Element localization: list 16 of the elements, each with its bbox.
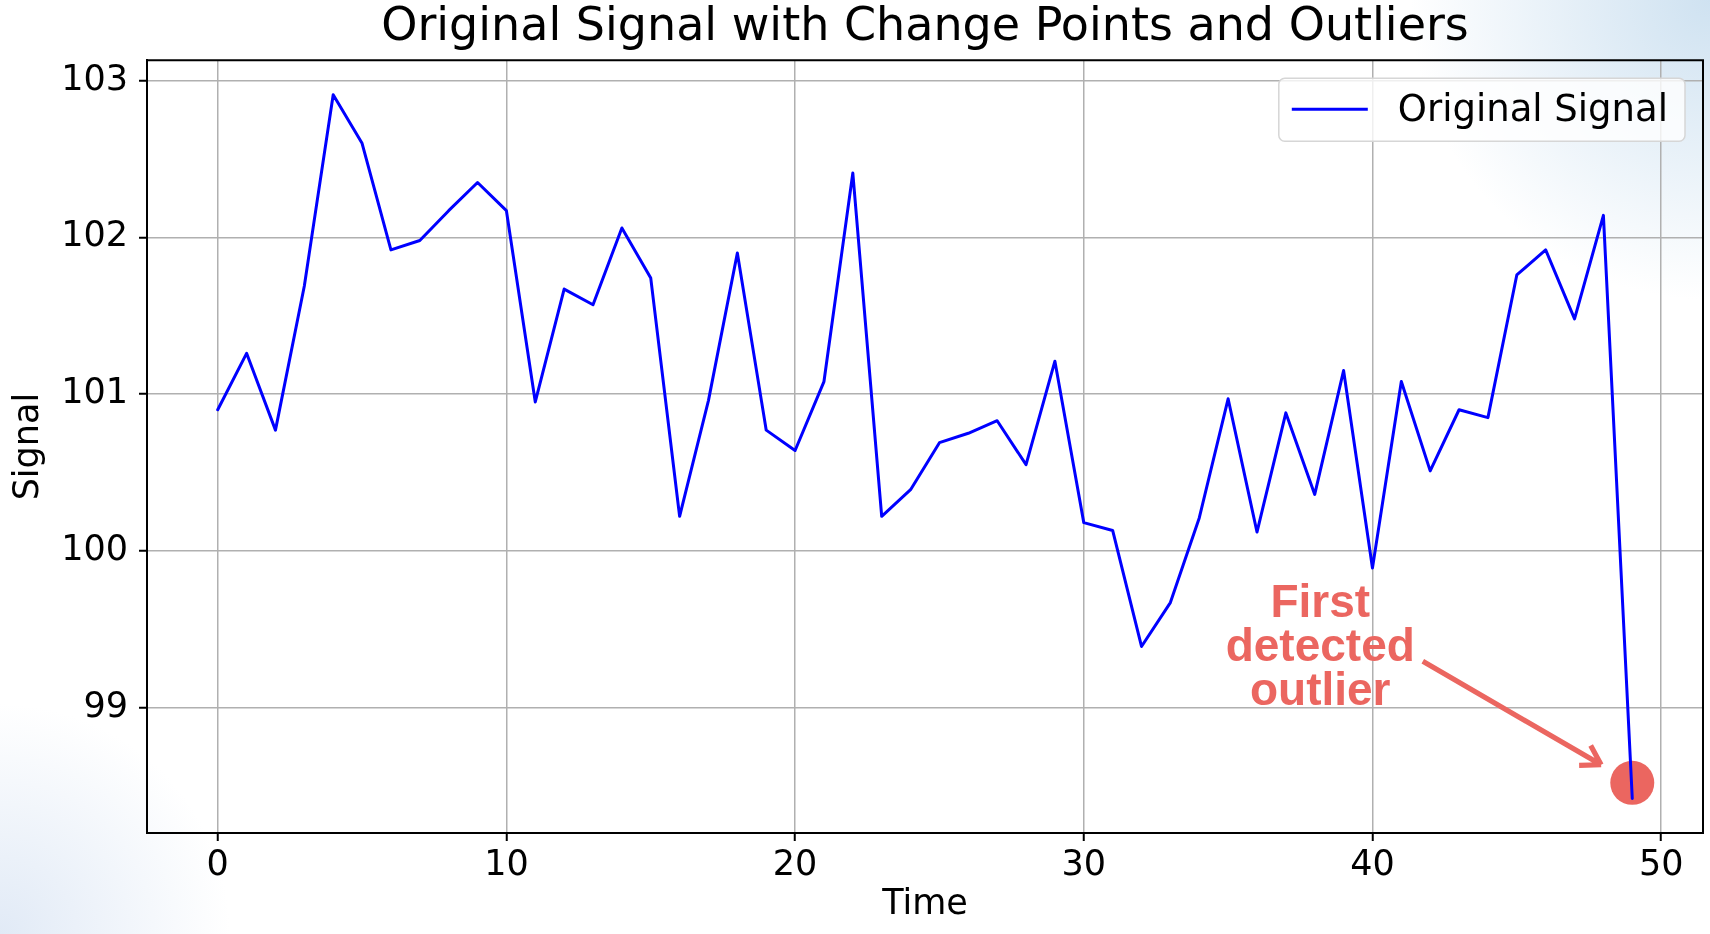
x-tick-label: 0 — [206, 843, 229, 884]
y-tick-label: 101 — [61, 371, 128, 412]
x-tick-label: 10 — [484, 843, 529, 884]
y-axis-title: Signal — [6, 392, 47, 501]
x-axis-title: Time — [881, 882, 968, 923]
x-tick-label: 20 — [772, 843, 818, 884]
legend-label: Original Signal — [1397, 86, 1668, 130]
y-tick-label: 99 — [83, 684, 128, 725]
x-tick-label: 30 — [1061, 843, 1107, 884]
y-tick-label: 103 — [61, 57, 128, 98]
annotation: First detected outlier — [1225, 574, 1415, 715]
x-tick-label: 50 — [1638, 843, 1684, 884]
y-tick-label: 102 — [61, 214, 128, 255]
chart-title: Original Signal with Change Points and Outliers — [381, 0, 1469, 51]
y-tick-label: 100 — [61, 527, 128, 568]
x-tick-label: 40 — [1350, 843, 1395, 884]
